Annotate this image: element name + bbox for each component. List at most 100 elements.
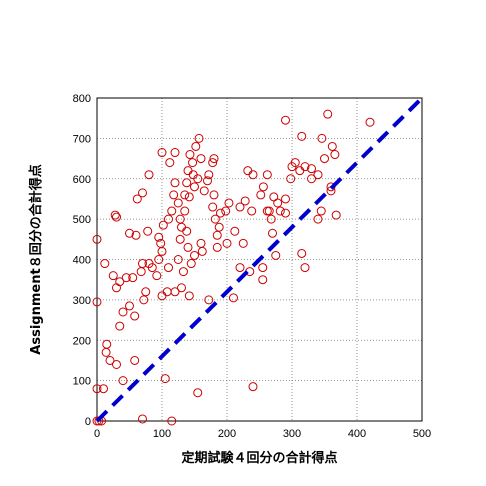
- data-point: [258, 275, 268, 285]
- data-point: [248, 170, 258, 180]
- data-point: [157, 148, 167, 158]
- data-point: [112, 283, 121, 293]
- x-tick-label: 300: [283, 428, 301, 440]
- data-point: [115, 277, 125, 287]
- data-point: [154, 255, 164, 264]
- data-point: [327, 141, 337, 151]
- data-point: [180, 190, 190, 200]
- data-point: [196, 238, 206, 248]
- data-point: [317, 133, 327, 143]
- data-point: [167, 206, 177, 216]
- x-tick-label: 400: [348, 428, 366, 440]
- data-points: [92, 109, 375, 426]
- data-point: [173, 198, 183, 208]
- data-point: [186, 259, 196, 269]
- data-point: [100, 259, 110, 269]
- data-point: [108, 271, 118, 281]
- data-point: [316, 206, 326, 216]
- data-point: [204, 170, 214, 180]
- data-point: [216, 208, 225, 218]
- data-point: [101, 347, 111, 357]
- data-point: [295, 166, 305, 176]
- data-point: [365, 117, 375, 127]
- data-point: [197, 246, 207, 256]
- data-point: [264, 206, 274, 216]
- data-point: [266, 214, 276, 224]
- y-tick-label: 0: [85, 416, 91, 428]
- data-point: [170, 148, 180, 158]
- data-point: [144, 259, 154, 269]
- data-point: [262, 206, 272, 216]
- x-tick-label: 200: [218, 428, 236, 440]
- data-point: [180, 206, 190, 216]
- data-point: [258, 263, 268, 273]
- data-point: [331, 210, 341, 220]
- reference-line: [95, 96, 424, 423]
- data-point: [275, 206, 285, 216]
- data-point: [128, 273, 138, 283]
- plot-frame: [96, 97, 423, 422]
- data-point: [209, 190, 219, 200]
- data-point: [164, 263, 173, 273]
- data-point: [158, 220, 168, 230]
- data-point: [230, 226, 240, 236]
- data-point: [290, 158, 300, 168]
- data-point: [268, 228, 277, 238]
- data-point: [170, 178, 180, 188]
- data-point: [203, 176, 212, 186]
- data-point: [118, 307, 128, 317]
- data-point: [92, 234, 102, 244]
- data-point: [188, 158, 198, 168]
- data-point: [300, 263, 310, 273]
- data-point: [156, 238, 166, 248]
- data-point: [144, 170, 154, 180]
- data-point: [235, 202, 245, 212]
- data-point: [224, 198, 234, 208]
- data-point: [92, 297, 102, 307]
- data-point: [247, 206, 257, 216]
- data-point: [300, 162, 310, 172]
- data-point: [212, 242, 222, 252]
- data-point: [164, 214, 173, 224]
- data-point: [193, 174, 203, 184]
- data-point: [235, 263, 245, 273]
- data-point: [269, 192, 279, 202]
- grid-lines: [97, 98, 422, 421]
- data-point: [281, 208, 290, 218]
- data-point: [271, 250, 281, 260]
- y-tick-label: 700: [73, 133, 91, 145]
- data-point: [240, 196, 250, 206]
- data-point: [182, 226, 192, 236]
- data-point: [209, 154, 219, 164]
- data-point: [173, 255, 183, 264]
- data-point: [138, 414, 147, 424]
- data-point: [121, 273, 131, 283]
- data-point: [154, 232, 164, 242]
- data-point: [152, 271, 162, 281]
- data-point: [102, 339, 112, 349]
- data-point: [184, 192, 194, 202]
- data-point: [208, 202, 218, 212]
- data-point: [221, 206, 231, 216]
- data-point: [323, 109, 333, 119]
- data-point: [177, 222, 186, 232]
- x-tick-label: 100: [153, 428, 171, 440]
- y-tick-label: 400: [73, 255, 91, 267]
- data-point: [130, 355, 140, 365]
- data-point: [281, 115, 290, 125]
- data-point: [115, 321, 125, 331]
- data-point: [110, 210, 120, 220]
- data-point: [175, 234, 185, 244]
- y-tick-label: 100: [73, 376, 91, 388]
- data-point: [190, 250, 199, 260]
- data-point: [167, 416, 177, 426]
- data-point: [222, 238, 232, 248]
- data-point: [162, 287, 172, 297]
- data-point: [262, 170, 272, 180]
- data-point: [191, 141, 201, 151]
- x-axis-label: 定期試験４回分の合計得点: [180, 450, 337, 466]
- data-point: [183, 166, 193, 176]
- data-point: [143, 226, 153, 236]
- data-point: [183, 242, 193, 252]
- data-point: [112, 212, 121, 222]
